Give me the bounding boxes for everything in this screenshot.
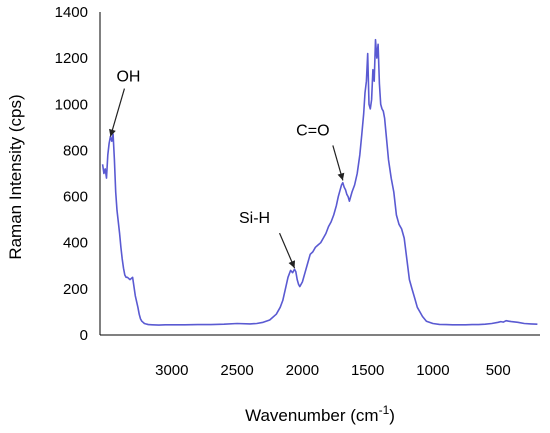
x-tick-label: 1000 [416, 362, 449, 379]
y-tick-label: 600 [63, 189, 88, 206]
x-axis-title: Wavenumber (cm-1) [245, 403, 395, 425]
y-axis-ticks: 0 200 400 600 800 1000 1200 1400 [55, 4, 88, 344]
annotation-arrow [109, 88, 126, 137]
y-tick-label: 200 [63, 281, 88, 298]
y-tick-label: 1400 [55, 4, 88, 21]
annotations-layer: OH Si-H C=O [109, 69, 345, 269]
annotation-arrowhead [337, 172, 345, 181]
annotation-label: Si-H [239, 210, 270, 227]
y-tick-label: 0 [80, 327, 88, 344]
annotation-label: OH [116, 69, 140, 86]
x-axis-ticks: 3000 2500 2000 1500 1000 500 [155, 362, 511, 379]
series-layer [101, 38, 538, 326]
x-tick-label: 2000 [286, 362, 319, 379]
annotation-arrowhead [288, 260, 295, 269]
annotation-arrowhead [109, 128, 116, 137]
x-axis-title-suffix: ) [389, 406, 395, 425]
y-axis-title: Raman Intensity (cps) [6, 94, 25, 259]
y-tick-label: 1000 [55, 96, 88, 113]
x-tick-label: 3000 [155, 362, 188, 379]
y-tick-label: 1200 [55, 50, 88, 67]
x-axis-title-superscript: -1 [379, 403, 390, 417]
plot-frame [99, 12, 540, 336]
x-tick-label: 2500 [220, 362, 253, 379]
spectrum-line [101, 38, 538, 326]
x-axis-title-main: Wavenumber (cm [245, 406, 379, 425]
y-tick-label: 800 [63, 142, 88, 159]
y-tick-label: 400 [63, 235, 88, 252]
annotation-label: C=O [296, 122, 329, 139]
x-tick-label: 1500 [351, 362, 384, 379]
x-tick-label: 500 [486, 362, 511, 379]
